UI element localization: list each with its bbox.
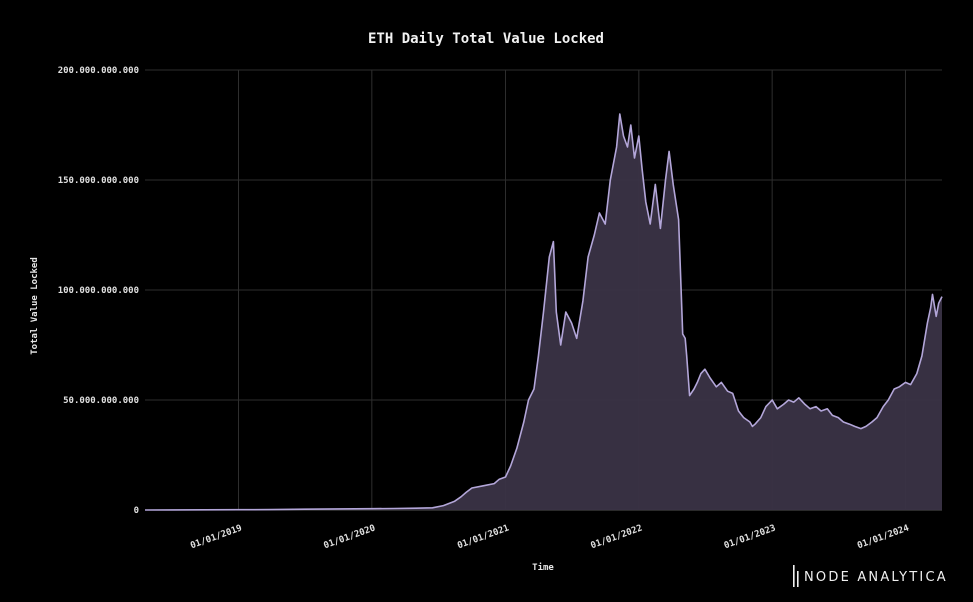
y-tick-label: 150.000.000.000 <box>58 176 139 186</box>
logo: NODE ANALYTICA <box>793 565 948 587</box>
y-tick-label: 200.000.000.000 <box>58 66 139 76</box>
chart-title: ETH Daily Total Value Locked <box>368 31 604 47</box>
logo-text: NODE ANALYTICA <box>804 570 948 585</box>
x-tick-label: 01/01/2021 <box>456 523 510 551</box>
y-axis-label: Total Value Locked <box>30 257 40 355</box>
x-tick-label: 01/01/2022 <box>590 523 644 551</box>
tvl-line <box>144 113 943 511</box>
x-tick-label: 01/01/2024 <box>856 523 911 551</box>
logo-mark-icon <box>793 565 799 587</box>
area-layer <box>144 113 943 511</box>
y-axis-ticks: 0 50.000.000.000 100.000.000.000 150.000.00… <box>58 66 139 516</box>
x-tick-label: 01/01/2023 <box>723 523 777 551</box>
x-axis-ticks: 01/01/2019 01/01/2020 01/01/2021 01/01/2022… <box>189 523 911 551</box>
x-tick-label: 01/01/2019 <box>189 523 243 551</box>
y-tick-label: 0 <box>134 506 139 516</box>
y-tick-label: 100.000.000.000 <box>58 286 139 296</box>
y-tick-label: 50.000.000.000 <box>63 396 139 406</box>
x-axis-label: Time <box>532 562 554 573</box>
x-tick-label: 01/01/2020 <box>323 523 377 551</box>
